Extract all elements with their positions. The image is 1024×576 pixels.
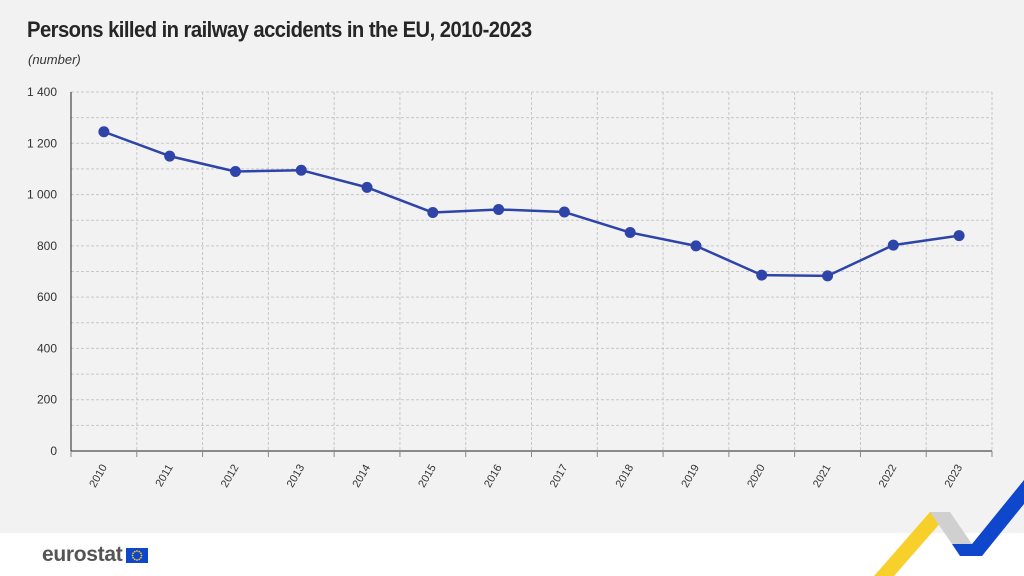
y-tick-label: 0 [50, 444, 57, 458]
data-point [361, 181, 373, 193]
x-tick-label: 2011 [154, 463, 176, 489]
data-point [953, 230, 965, 242]
x-tick-label: 2018 [614, 463, 637, 490]
eurostat-logo: eurostat [42, 543, 149, 567]
y-tick-label: 800 [37, 239, 57, 253]
axis-layer [70, 92, 993, 457]
x-tick-label: 2020 [745, 463, 768, 490]
y-tick-label: 1 200 [27, 136, 57, 150]
x-tick-label: 2017 [548, 463, 571, 490]
grid-layer [71, 91, 993, 451]
data-point [98, 126, 110, 138]
y-tick-label: 400 [37, 341, 57, 355]
chart-subtitle: (number) [28, 52, 81, 67]
x-tick-label: 2014 [350, 463, 373, 490]
x-tick-label: 2010 [87, 463, 110, 490]
data-point [558, 206, 570, 218]
y-tick-label: 1 000 [27, 188, 57, 202]
logo-text: eurostat [42, 543, 123, 566]
data-point [822, 270, 834, 282]
y-tick-label: 200 [37, 393, 57, 407]
data-point [164, 150, 176, 162]
y-tick-label: 600 [37, 290, 57, 304]
corner-decoration [874, 480, 1024, 576]
x-tick-label: 2013 [285, 463, 308, 490]
footer-bar [0, 533, 1024, 576]
x-tick-label: 2021 [811, 463, 834, 490]
chart-title: Persons killed in railway accidents in t… [27, 17, 532, 42]
x-tick-label: 2012 [219, 463, 242, 490]
series-line [103, 130, 960, 278]
data-point [624, 227, 636, 239]
label-layer: 0 200 400 600 800 1 000 1 200 1 400 2010 2011 2012… [27, 85, 965, 490]
data-point [427, 207, 439, 219]
data-point [493, 203, 505, 215]
x-tick-label: 2019 [679, 463, 702, 490]
data-point [295, 164, 307, 176]
data-point [756, 269, 768, 281]
y-tick-label: 1 400 [27, 85, 57, 99]
eu-flag-icon [126, 547, 149, 563]
data-point [229, 165, 241, 177]
x-tick-label: 2016 [482, 463, 505, 490]
data-point [887, 239, 899, 251]
series-layer [98, 126, 965, 282]
x-tick-label: 2015 [416, 463, 439, 490]
data-point [690, 240, 702, 252]
